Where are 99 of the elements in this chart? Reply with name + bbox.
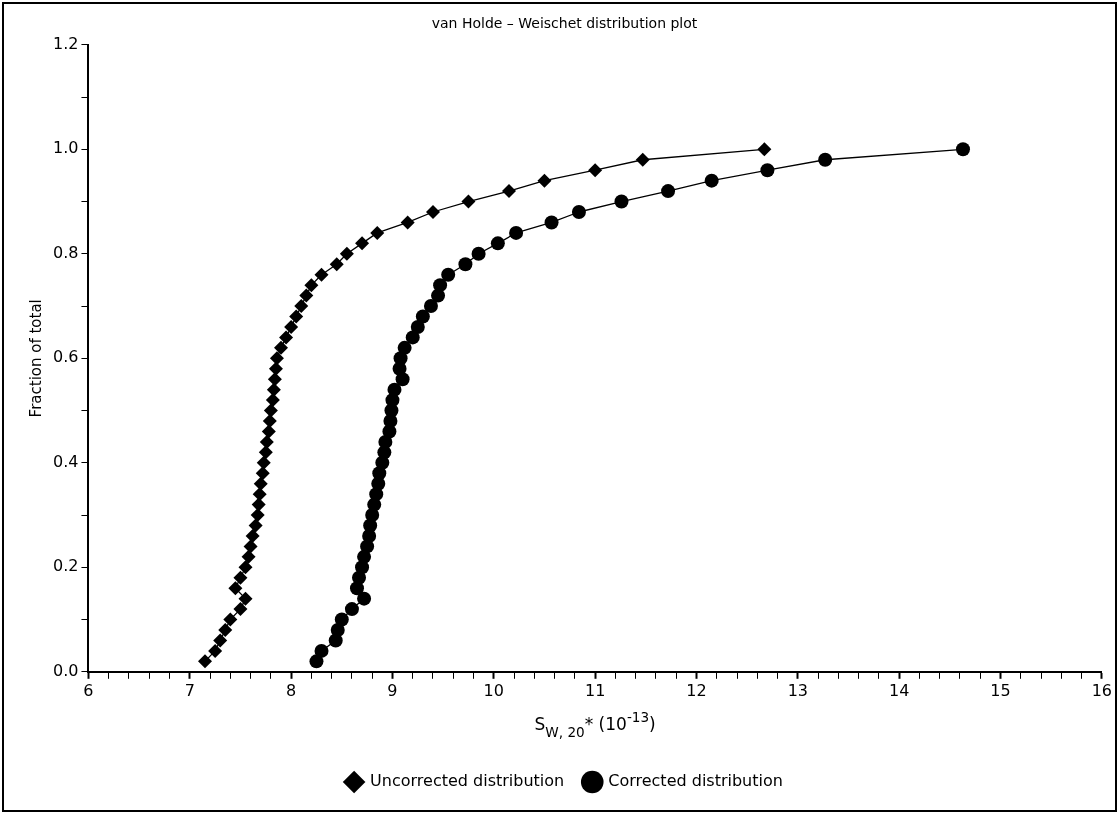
point (405, 330, 420, 345)
point (245, 528, 260, 543)
point (378, 434, 393, 449)
point (304, 278, 319, 293)
point (329, 257, 344, 272)
chart-title: van Holde – Weischet distribution plot (431, 15, 698, 32)
point (614, 194, 629, 209)
point (704, 173, 719, 188)
y-tick-label: 0.6 (52, 347, 79, 367)
point (635, 152, 650, 167)
y-tick-label: 0.8 (52, 242, 79, 262)
point (265, 393, 280, 408)
point (309, 654, 324, 669)
x-tick-label: 14 (888, 680, 910, 700)
point (661, 184, 676, 199)
point (314, 643, 329, 658)
y-axis-title: Fraction of total (26, 299, 45, 418)
point (223, 612, 238, 627)
point (273, 340, 288, 355)
x-tick-label: 8 (286, 680, 297, 700)
point (250, 508, 265, 523)
y-tick-label: 0.2 (52, 556, 79, 576)
point (441, 267, 456, 282)
point (238, 591, 253, 606)
point (433, 278, 448, 293)
point (256, 455, 271, 470)
point (955, 142, 970, 157)
x-tick-label: 6 (83, 680, 94, 700)
point (279, 330, 294, 345)
point (509, 225, 524, 240)
point (334, 612, 349, 627)
x-tick-label: 9 (387, 680, 398, 700)
point (458, 257, 473, 272)
point (261, 424, 276, 439)
point (387, 382, 402, 397)
point (248, 518, 263, 533)
point (289, 309, 304, 324)
point (233, 570, 248, 585)
point (339, 246, 354, 261)
legend-label: Uncorrected distribution (370, 771, 565, 791)
point (502, 184, 516, 199)
point (425, 205, 440, 219)
point (252, 487, 267, 502)
point (461, 194, 476, 209)
x-tick-label: 10 (483, 680, 504, 700)
x-tick-label: 11 (584, 680, 606, 700)
point (213, 633, 228, 648)
point (259, 434, 274, 449)
point (262, 414, 277, 428)
point (370, 225, 385, 240)
point (263, 403, 278, 418)
point (537, 173, 552, 188)
point (757, 142, 772, 157)
legend-label: Corrected distribution (608, 771, 783, 791)
point (269, 351, 284, 366)
point (471, 246, 486, 261)
point (251, 497, 266, 512)
point (255, 466, 270, 481)
point (330, 623, 345, 637)
point (218, 623, 233, 637)
point (588, 163, 603, 178)
point (818, 152, 833, 167)
point (267, 372, 282, 387)
point (258, 445, 273, 460)
x-tick-label: 15 (990, 680, 1011, 700)
point (423, 299, 438, 314)
y-tick-label: 0.0 (52, 660, 79, 680)
point (355, 236, 370, 251)
point (400, 215, 415, 230)
point (571, 205, 586, 219)
x-tick-label: 16 (1091, 680, 1112, 700)
y-tick-label: 0.4 (52, 451, 79, 471)
point (544, 215, 559, 230)
point (284, 319, 299, 334)
point (228, 581, 243, 596)
point (410, 319, 425, 334)
point (268, 361, 283, 376)
point (397, 340, 412, 355)
point (344, 602, 359, 617)
point (241, 549, 256, 564)
point (238, 560, 253, 575)
x-tick-label: 13 (787, 680, 808, 700)
point (266, 382, 281, 397)
point (357, 591, 372, 606)
point (415, 309, 430, 324)
point (253, 476, 268, 491)
point (314, 267, 329, 282)
point (299, 288, 314, 303)
point (233, 602, 248, 617)
point (490, 236, 505, 251)
point (208, 643, 223, 658)
point (243, 539, 258, 554)
y-tick-label: 1.0 (52, 138, 79, 158)
x-tick-label: 12 (686, 680, 707, 700)
x-tick-label: 7 (184, 680, 195, 700)
y-tick-label: 1.2 (52, 33, 79, 53)
point (760, 163, 775, 178)
point (294, 299, 309, 314)
point (197, 654, 212, 669)
